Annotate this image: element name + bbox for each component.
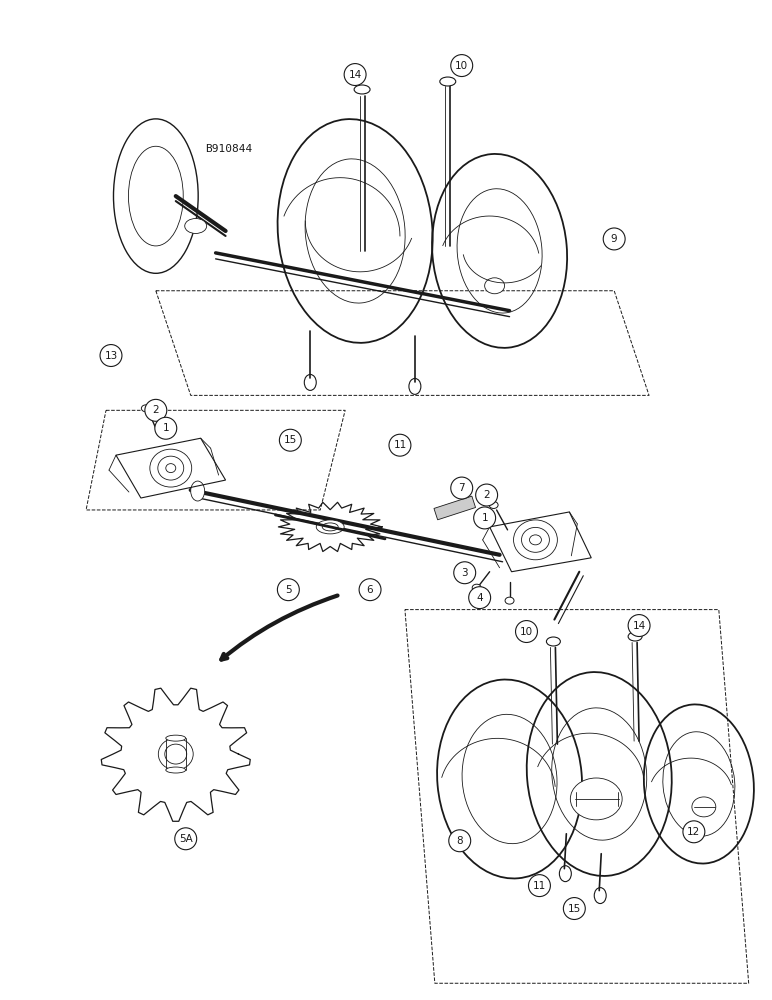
Ellipse shape xyxy=(440,77,455,86)
Text: 12: 12 xyxy=(687,827,700,837)
Circle shape xyxy=(174,828,197,850)
Circle shape xyxy=(683,821,705,843)
Text: 10: 10 xyxy=(520,627,533,637)
Circle shape xyxy=(145,399,167,421)
Text: 1: 1 xyxy=(481,513,488,523)
Text: 1: 1 xyxy=(162,423,169,433)
Ellipse shape xyxy=(141,405,151,412)
Ellipse shape xyxy=(547,637,560,646)
Text: 11: 11 xyxy=(533,881,546,891)
Circle shape xyxy=(277,579,300,601)
Circle shape xyxy=(451,55,472,77)
Text: B910844: B910844 xyxy=(205,144,252,154)
Ellipse shape xyxy=(191,481,205,501)
Ellipse shape xyxy=(354,85,370,94)
Circle shape xyxy=(454,562,476,584)
Text: 9: 9 xyxy=(611,234,618,244)
Ellipse shape xyxy=(692,797,716,817)
Text: 2: 2 xyxy=(483,490,490,500)
Text: 5: 5 xyxy=(285,585,292,595)
Text: 13: 13 xyxy=(104,351,117,361)
Circle shape xyxy=(449,830,471,852)
Ellipse shape xyxy=(505,597,514,604)
Ellipse shape xyxy=(317,520,344,534)
Ellipse shape xyxy=(530,535,541,545)
Text: 11: 11 xyxy=(393,440,407,450)
Text: 8: 8 xyxy=(456,836,463,846)
Ellipse shape xyxy=(489,501,498,508)
Text: 14: 14 xyxy=(348,70,362,80)
Ellipse shape xyxy=(158,738,193,770)
Circle shape xyxy=(476,484,498,506)
Circle shape xyxy=(155,417,177,439)
Circle shape xyxy=(389,434,411,456)
Polygon shape xyxy=(434,496,476,520)
Text: 6: 6 xyxy=(367,585,374,595)
Circle shape xyxy=(344,64,366,85)
Text: 15: 15 xyxy=(284,435,297,445)
Ellipse shape xyxy=(571,778,622,820)
Ellipse shape xyxy=(485,278,505,294)
Text: 15: 15 xyxy=(567,904,581,914)
Ellipse shape xyxy=(472,584,481,591)
Ellipse shape xyxy=(166,464,176,473)
Circle shape xyxy=(564,898,585,919)
Text: 14: 14 xyxy=(632,621,645,631)
Text: 4: 4 xyxy=(476,593,483,603)
Circle shape xyxy=(451,477,472,499)
Circle shape xyxy=(359,579,381,601)
Circle shape xyxy=(469,587,491,609)
Circle shape xyxy=(529,875,550,897)
Ellipse shape xyxy=(185,219,207,233)
Text: 10: 10 xyxy=(455,61,469,71)
Circle shape xyxy=(100,345,122,366)
Ellipse shape xyxy=(166,767,186,773)
Circle shape xyxy=(603,228,625,250)
Text: 7: 7 xyxy=(459,483,465,493)
Text: 2: 2 xyxy=(153,405,159,415)
Text: 5A: 5A xyxy=(179,834,192,844)
Ellipse shape xyxy=(628,632,642,641)
Circle shape xyxy=(474,507,496,529)
Circle shape xyxy=(628,615,650,637)
Circle shape xyxy=(279,429,301,451)
Text: 3: 3 xyxy=(462,568,468,578)
Circle shape xyxy=(516,621,537,642)
Ellipse shape xyxy=(166,735,186,741)
